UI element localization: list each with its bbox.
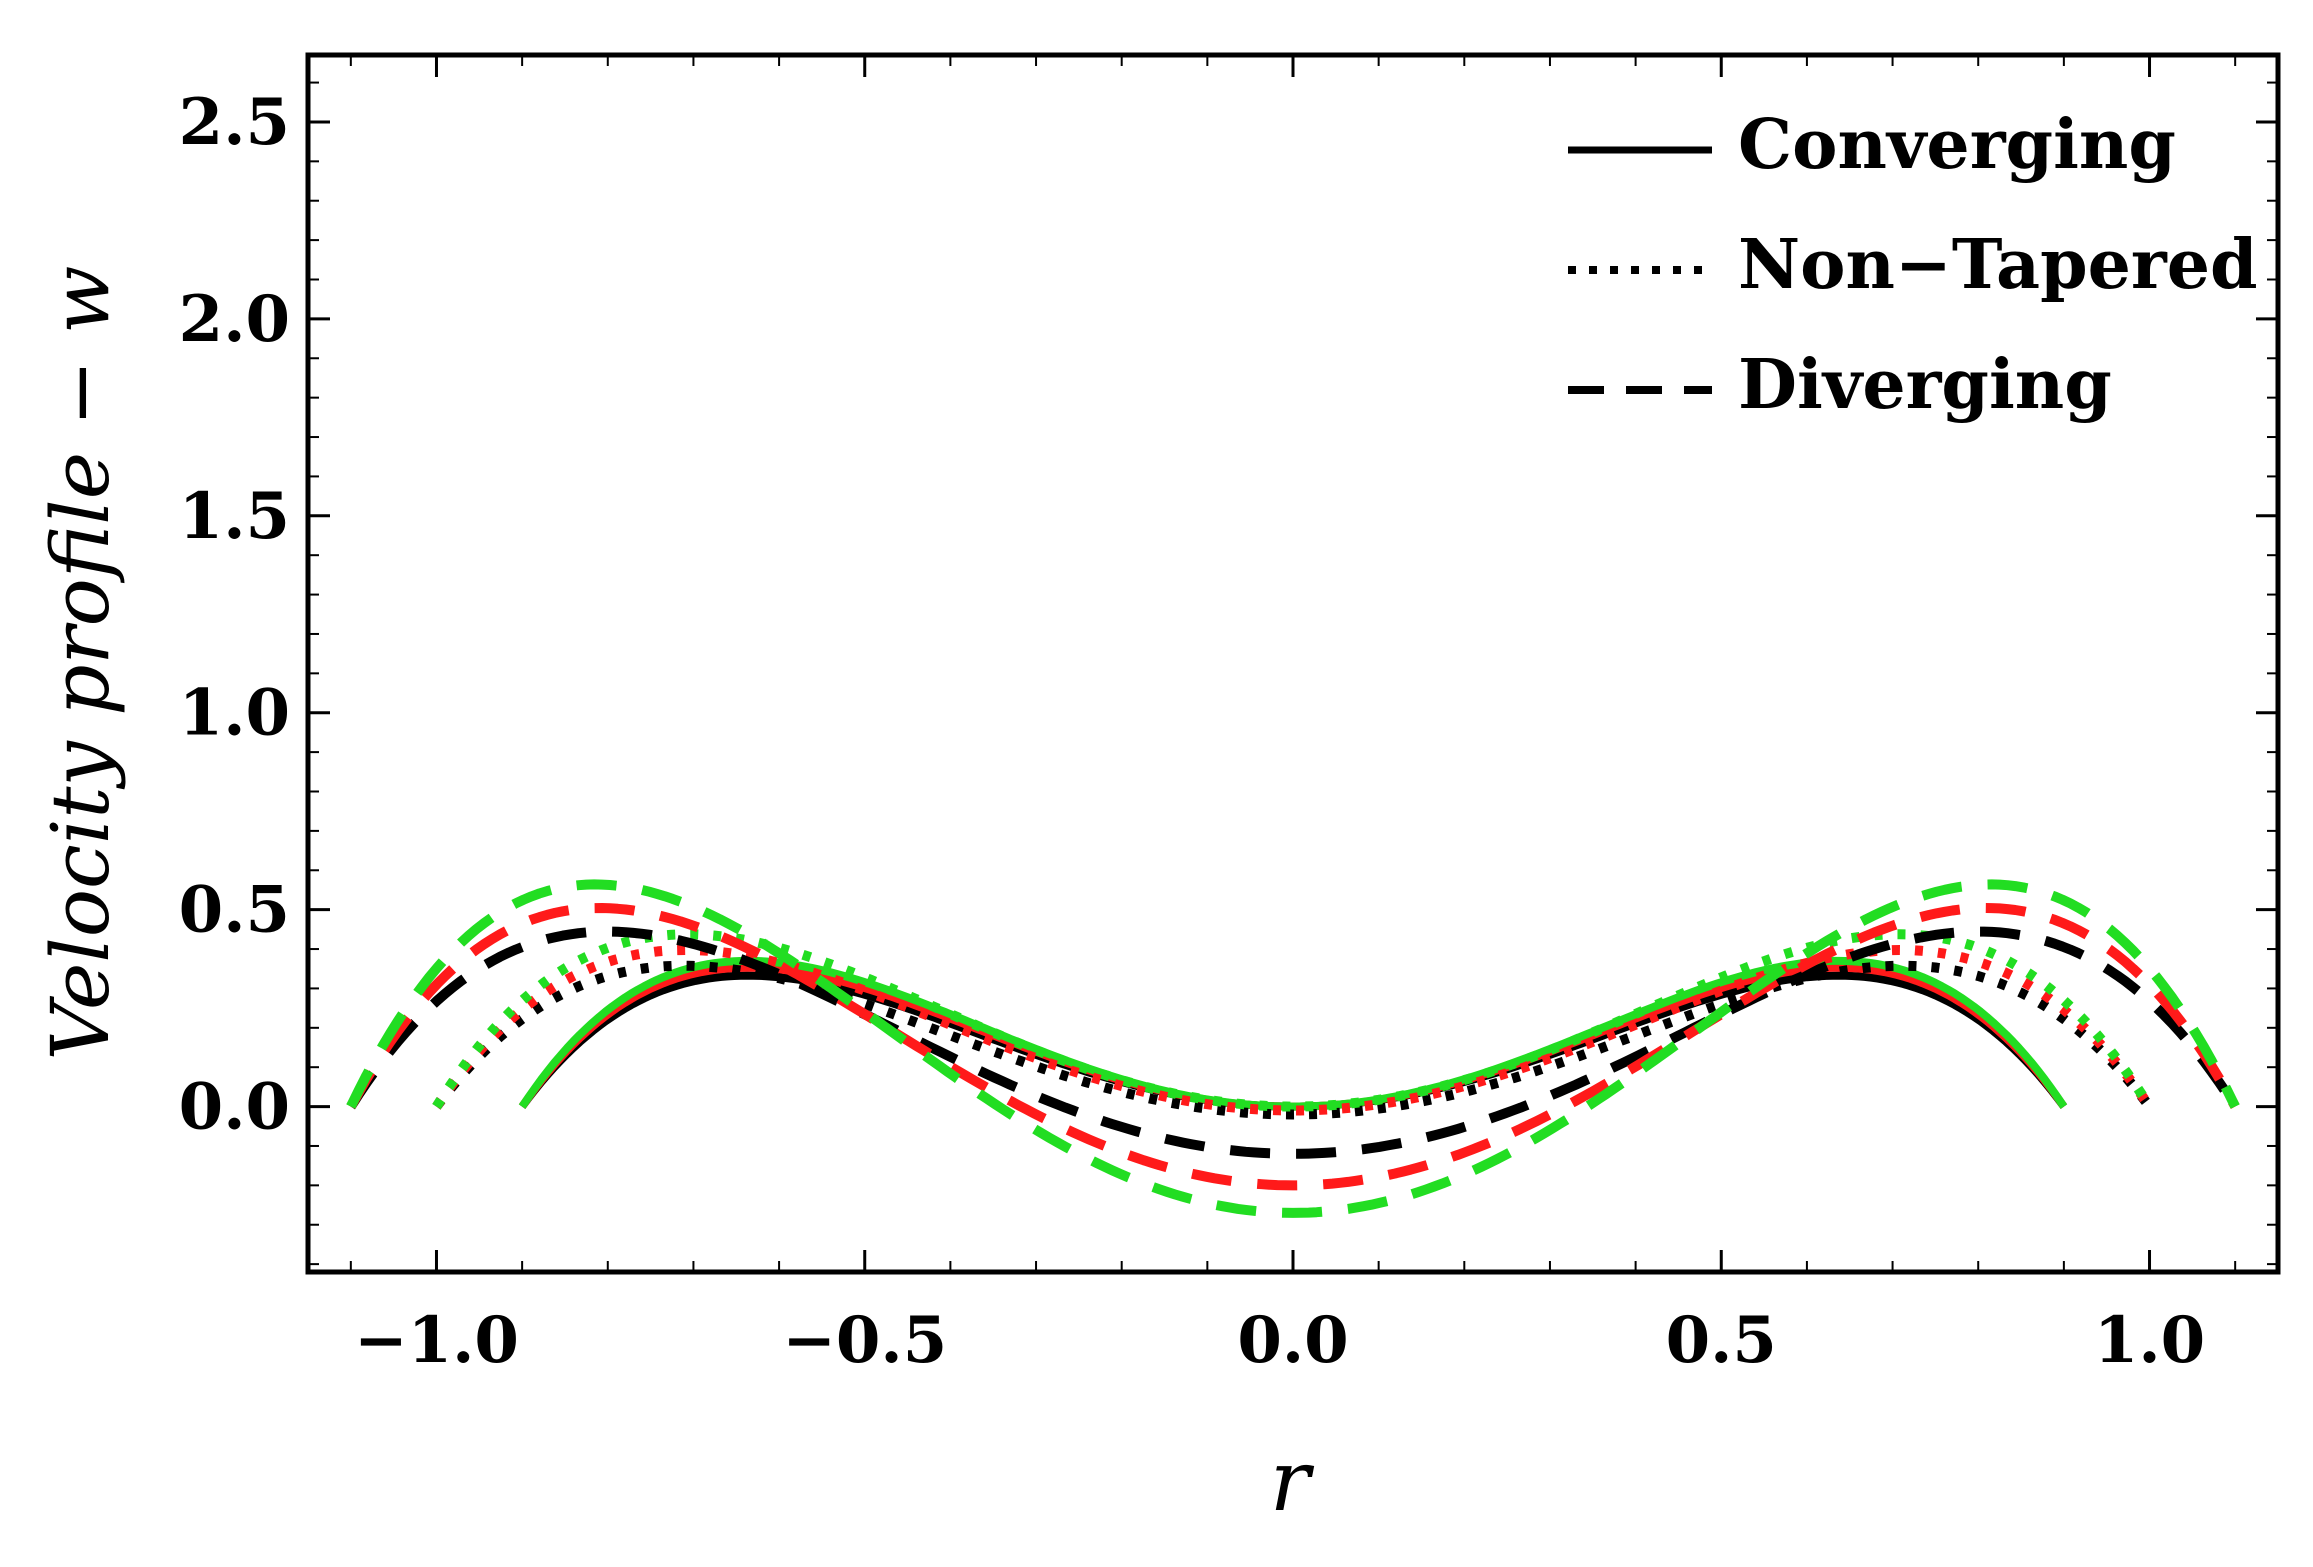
- series-line-dashed: [346, 879, 2240, 1218]
- legend: Converging Non−Tapered Diverging: [1568, 105, 2258, 425]
- y-tick-label: 2.0: [179, 282, 290, 357]
- y-tick-label: 1.0: [179, 676, 290, 751]
- y-tick-label: 0.0: [179, 1070, 290, 1145]
- y-axis-title: Velocity profile − w: [34, 266, 127, 1061]
- legend-label-converging: Converging: [1738, 105, 2176, 185]
- y-tick-label: 2.5: [179, 85, 290, 160]
- series-line-dashed: [346, 926, 2240, 1159]
- series-line-dotted: [432, 960, 2154, 1120]
- series-line-dashed: [346, 903, 2240, 1191]
- curves-layer: [346, 879, 2240, 1218]
- x-tick-label: 0.5: [1666, 1303, 1777, 1378]
- x-axis-title: r: [1270, 1432, 1315, 1530]
- axis-ticks: [308, 55, 2278, 1272]
- y-tick-label: 1.5: [179, 479, 290, 554]
- x-tick-label: −1.0: [354, 1303, 519, 1378]
- y-tick-label: 0.5: [179, 873, 290, 948]
- legend-label-non-tapered: Non−Tapered: [1738, 225, 2258, 305]
- legend-label-diverging: Diverging: [1738, 345, 2112, 425]
- x-tick-label: −0.5: [782, 1303, 947, 1378]
- tick-labels: −1.0 −0.5 0.0 0.5 1.0 0.0 0.5 1.0 1.5 2.0 2.5: [179, 85, 2206, 1378]
- x-tick-label: 1.0: [2094, 1303, 2205, 1378]
- x-tick-label: 0.0: [1237, 1303, 1348, 1378]
